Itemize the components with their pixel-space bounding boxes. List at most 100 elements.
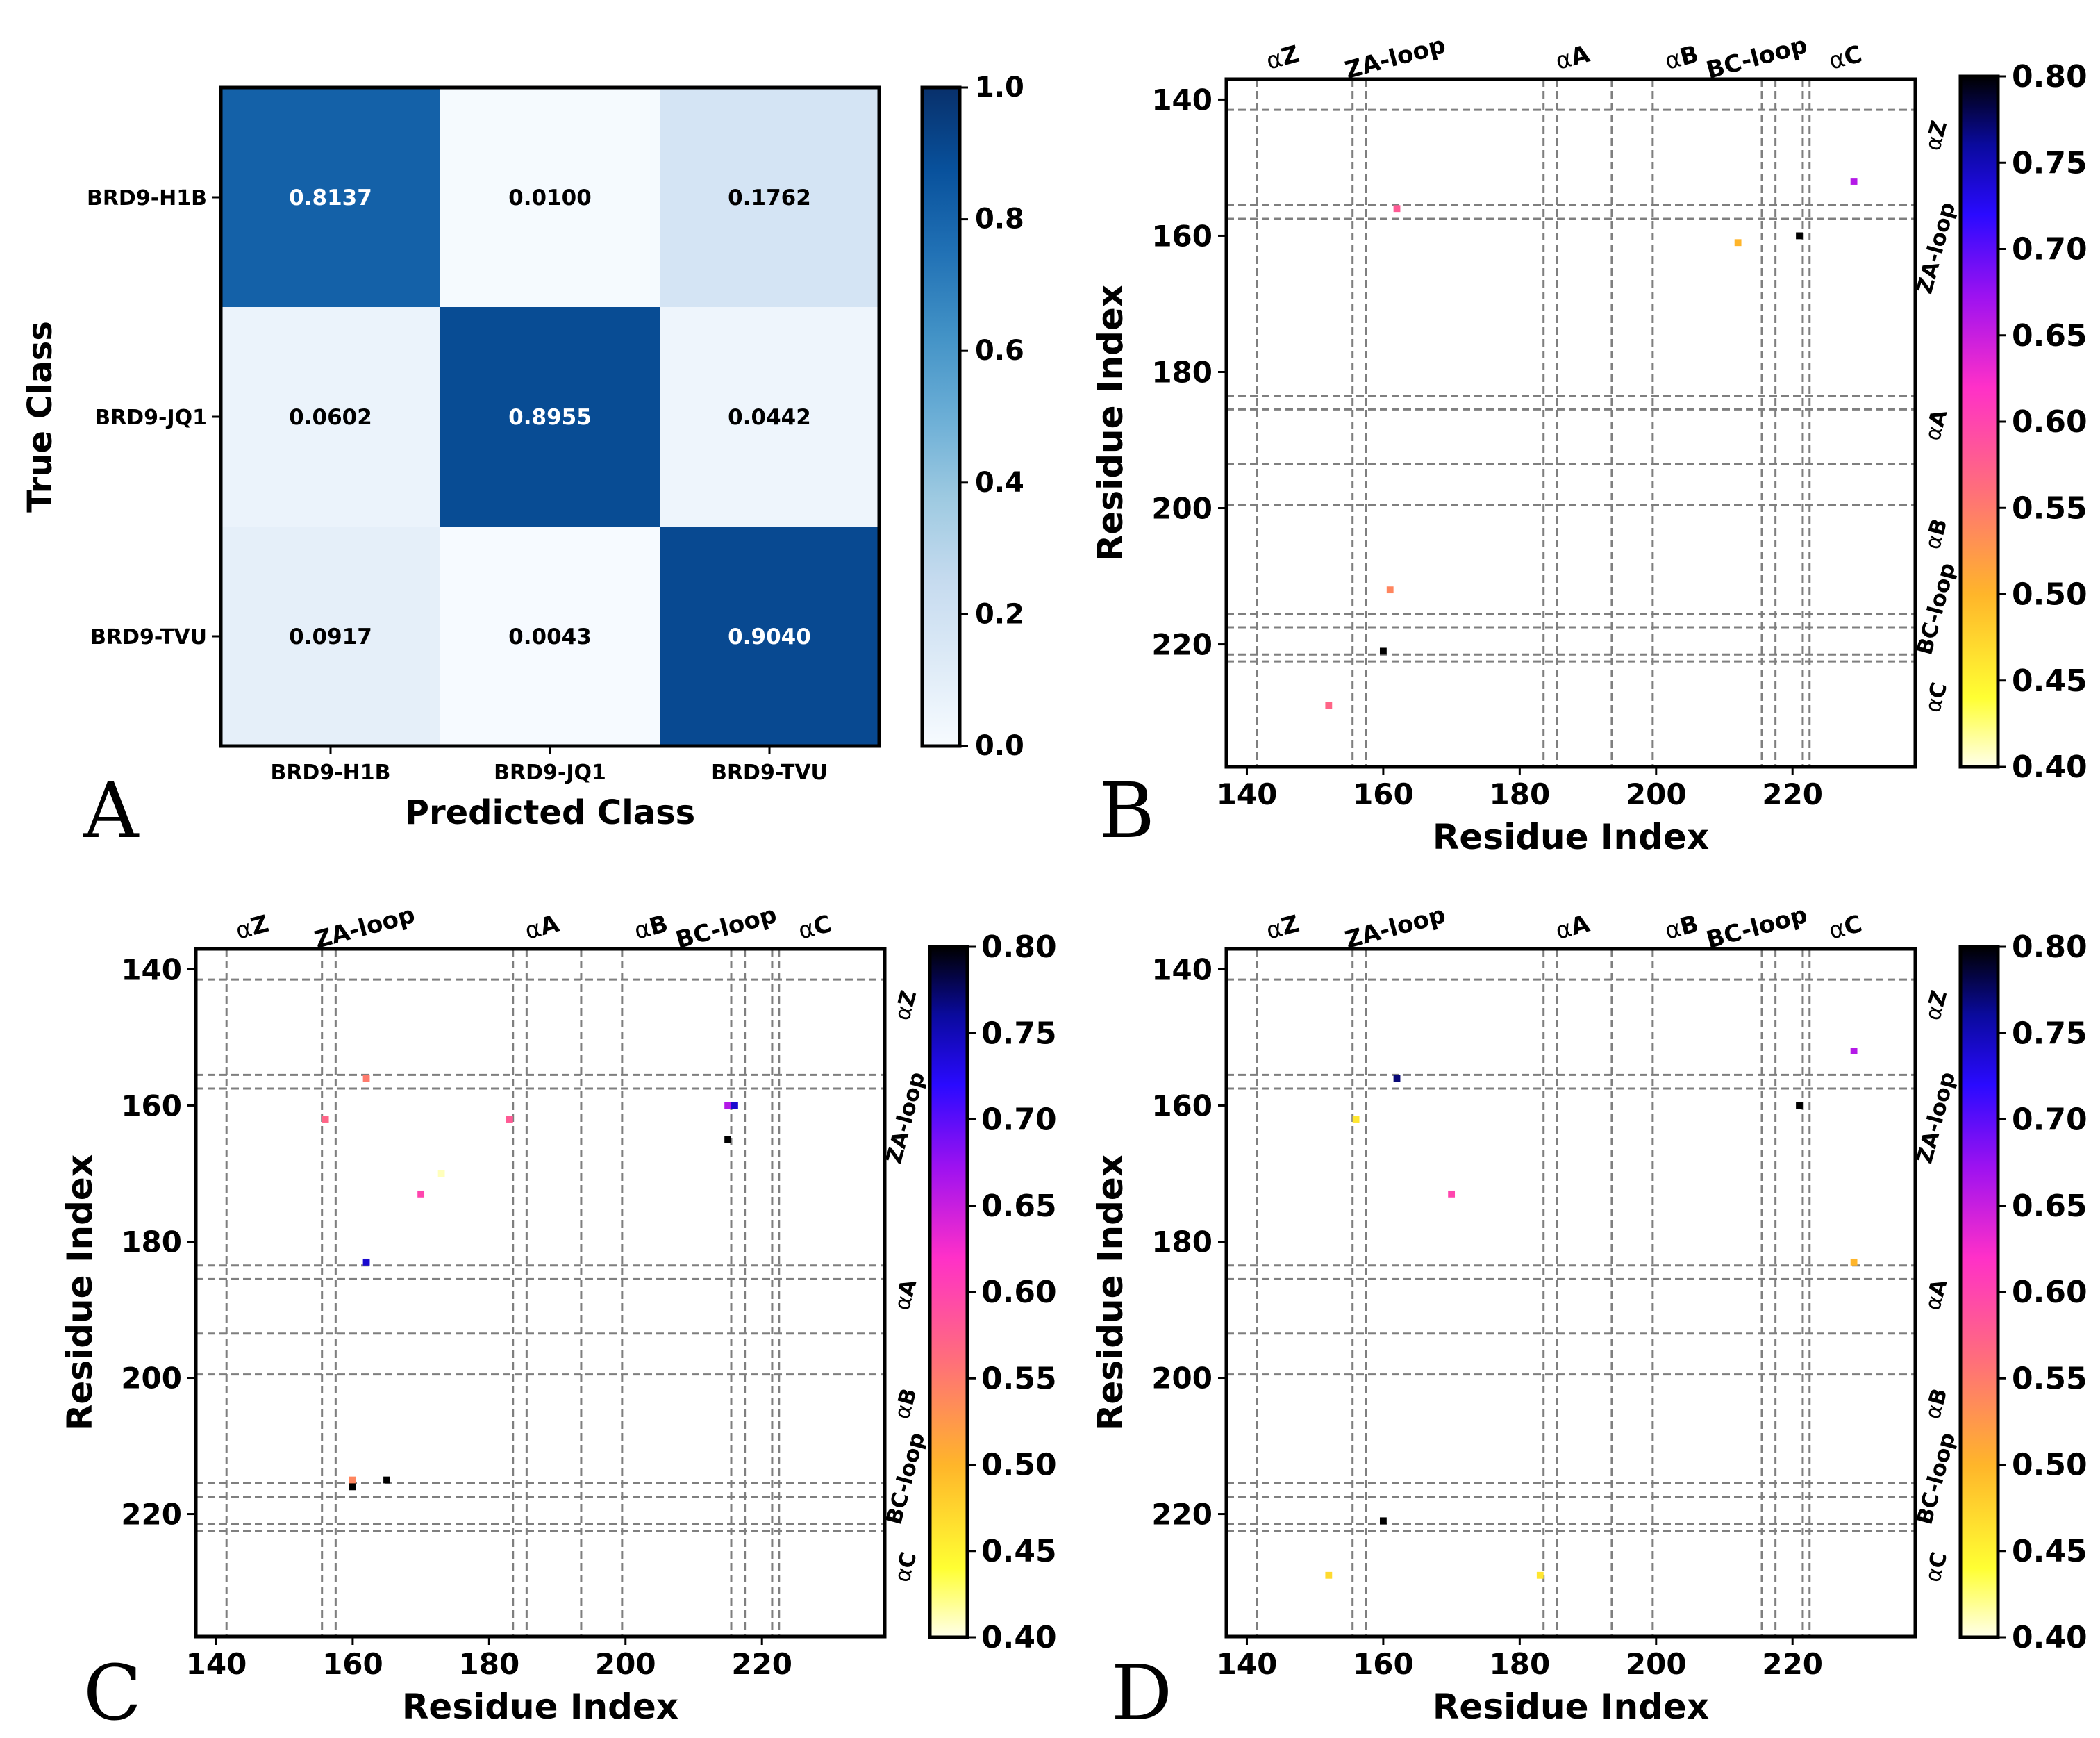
plot-area: [1226, 79, 1915, 767]
region-name: ZA-loop: [1912, 199, 1961, 296]
top-region-label: αZ: [1263, 40, 1302, 76]
contact-point: [438, 1170, 445, 1177]
x-axis-label: Residue Index: [402, 1687, 678, 1727]
region-name: ZA-loop: [312, 901, 418, 954]
colorbar: [920, 85, 962, 748]
contact-point: [1379, 1517, 1387, 1525]
confusion-cell: [660, 307, 880, 527]
colorbar-tick-label: 0.75: [981, 1016, 1057, 1051]
contact-point: [1393, 1075, 1401, 1082]
cell-value-label: 0.1762: [728, 185, 811, 210]
confusion-cell: [660, 527, 880, 747]
contact-point: [1850, 1258, 1858, 1266]
colorbar-tick-label: 0.8: [975, 204, 1024, 235]
contact-point: [1379, 647, 1387, 655]
contact-point: [1850, 178, 1858, 185]
right-region-label: αC: [1920, 679, 1952, 715]
panel-c-contact-map: 140 160 180 200 220 140 160 180 200 220 Residue In…: [60, 901, 1057, 1727]
contact-point: [349, 1476, 356, 1484]
x-tick-label: 160: [322, 1647, 383, 1681]
x-tick-label: 180: [1490, 1647, 1551, 1681]
y-tick-label: 180: [1151, 355, 1212, 389]
colorbar-tick-label: 0.50: [2012, 577, 2088, 613]
y-axis-label: Residue Index: [1090, 285, 1131, 561]
top-region-label: BC-loop: [673, 901, 780, 954]
panel-letter: B: [1099, 766, 1155, 855]
y-tick-label: 220: [1151, 1498, 1212, 1532]
y-tick-label: 140: [1151, 952, 1212, 986]
x-tick-label: 220: [731, 1647, 792, 1681]
colorbar-tick-label: 0.75: [2012, 1016, 2088, 1051]
colorbar-tick-label: 0.45: [981, 1534, 1057, 1569]
colorbar-tick-label: 0.70: [2012, 232, 2088, 267]
confusion-cell: [221, 88, 441, 308]
x-tick-label: 180: [1490, 777, 1551, 811]
colorbar-tick-label: 0.6: [975, 335, 1024, 367]
contact-point: [731, 1102, 738, 1109]
colorbar-tick-label: 0.4: [975, 467, 1024, 499]
contact-point: [1325, 702, 1333, 709]
plot-frame: [1224, 77, 1917, 769]
y-tick-label: 200: [1151, 492, 1212, 526]
colorbar-tick-label: 0.45: [2012, 1534, 2088, 1569]
contact-point: [724, 1102, 732, 1109]
region-name: ZA-loop: [1342, 901, 1449, 954]
cell-value-label: 0.9040: [728, 624, 811, 649]
confusion-cell: [440, 527, 660, 747]
x-axis-label: Predicted Class: [405, 793, 695, 832]
y-tick-label: 160: [121, 1089, 182, 1123]
y-axis-label: Residue Index: [60, 1154, 100, 1431]
panel-a-confusion-matrix: 0.8137 0.0100 0.1762 0.0602 0.8955 0.0442 0.09…: [21, 72, 1024, 832]
y-tick-label: 160: [1151, 219, 1212, 253]
right-region-label: ZA-loop: [1912, 199, 1961, 296]
confusion-cell: [660, 88, 880, 308]
colorbar-tick-label: 0.40: [2012, 1620, 2088, 1655]
cell-value-label: 0.0602: [289, 405, 372, 430]
colorbar-tick-label: 0.55: [2012, 1361, 2088, 1396]
x-tick-label: BRD9-TVU: [711, 761, 828, 785]
cell-value-label: 0.8137: [289, 185, 372, 210]
contact-point: [1352, 1116, 1360, 1123]
right-region-label: BC-loop: [881, 1430, 930, 1528]
right-region-label: BC-loop: [1912, 561, 1960, 658]
x-tick-label: BRD9-JQ1: [494, 761, 606, 785]
colorbar-tick-label: 0.65: [981, 1189, 1057, 1224]
colorbar-tick-label: 0.50: [981, 1448, 1057, 1483]
top-region-label: ZA-loop: [1342, 31, 1449, 85]
x-axis-label: Residue Index: [1433, 1687, 1709, 1727]
top-region-label: ZA-loop: [1342, 901, 1449, 954]
region-name: ZA-loop: [1912, 1069, 1961, 1166]
region-name: BC-loop: [1703, 901, 1810, 954]
top-region-label: αZ: [1263, 910, 1302, 945]
x-axis-label: Residue Index: [1433, 817, 1709, 857]
contact-point: [1796, 232, 1803, 240]
contact-point: [724, 1136, 732, 1143]
x-tick-label: 140: [186, 1647, 247, 1681]
top-region-label: αB: [1662, 910, 1701, 945]
x-tick-label: 200: [1626, 777, 1687, 811]
contact-point: [506, 1116, 513, 1123]
cell-value-label: 0.0043: [508, 624, 592, 649]
top-region-label: BC-loop: [1703, 31, 1810, 85]
top-region-label: BC-loop: [1703, 901, 1810, 954]
region-name: ZA-loop: [882, 1069, 931, 1166]
contact-point: [1448, 1190, 1456, 1198]
y-tick-label: 160: [1151, 1089, 1212, 1123]
panel-letter: D: [1111, 1648, 1172, 1737]
colorbar-tick-label: 0.70: [981, 1102, 1057, 1138]
colorbar-tick-label: 0.75: [2012, 145, 2088, 181]
contact-point: [362, 1258, 370, 1266]
contact-point: [1393, 205, 1401, 213]
x-tick-label: BRD9-H1B: [270, 761, 390, 785]
right-region-label: αC: [1920, 1549, 1952, 1584]
plot-frame: [194, 947, 887, 1639]
colorbar-tick-label: 0.55: [981, 1361, 1057, 1396]
colorbar-tick-label: 0.40: [2012, 750, 2088, 785]
plot-frame: [1224, 947, 1917, 1639]
right-region-label: αZ: [1920, 988, 1952, 1023]
top-region-label: αB: [1662, 40, 1701, 76]
x-tick-label: 180: [459, 1647, 520, 1681]
contact-point: [383, 1476, 390, 1484]
top-region-label: αA: [1553, 40, 1593, 76]
right-region-label: αA: [890, 1277, 922, 1313]
